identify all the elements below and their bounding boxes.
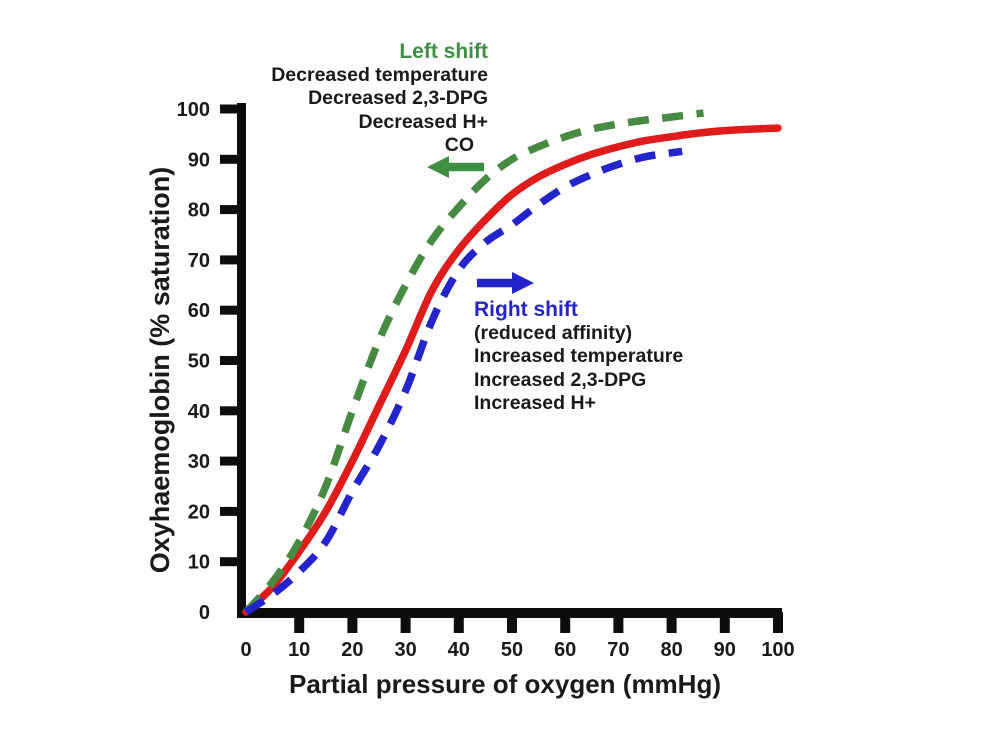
left-shift-curve: [243, 109, 704, 615]
left-shift-annotation: Left shift Decreased temperature Decreas…: [271, 40, 488, 157]
left-shift-title: Left shift: [399, 40, 488, 63]
x-tick: [507, 612, 517, 633]
y-tick-label: 50: [188, 351, 210, 373]
y-tick-label: 20: [188, 501, 210, 523]
y-tick-label: 40: [188, 401, 210, 423]
x-tick-label: 10: [288, 639, 310, 661]
y-tick: [220, 456, 246, 466]
x-tick-label: 50: [501, 639, 523, 661]
left-shift-line-2: Decreased 2,3-DPG: [308, 87, 488, 110]
y-tick: [220, 557, 246, 567]
x-tick: [294, 612, 305, 633]
right-shift-annotation: Right shift (reduced affinity) Increased…: [474, 298, 683, 415]
x-tick-label: 20: [341, 639, 363, 661]
normal-dissociation-curve: [242, 124, 782, 616]
y-tick: [220, 406, 246, 416]
y-tick-label: 70: [188, 250, 210, 272]
y-tick: [220, 154, 246, 164]
y-tick: [220, 356, 246, 365]
y-tick-label: 0: [199, 602, 210, 624]
x-tick: [453, 612, 464, 633]
y-tick-label: 80: [188, 200, 210, 222]
right-shift-arrow-icon: [477, 272, 534, 294]
x-tick: [719, 612, 730, 633]
x-axis-title: Partial pressure of oxygen (mmHg): [289, 669, 721, 699]
x-tick: [347, 612, 358, 633]
curves: [242, 109, 782, 616]
axis-ticks: [220, 104, 783, 633]
y-tick-label: 90: [188, 149, 210, 171]
y-tick: [220, 104, 246, 114]
x-tick: [773, 612, 783, 633]
y-tick-label: 30: [188, 451, 210, 473]
y-tick-label: 10: [188, 552, 210, 574]
right-shift-curve: [243, 147, 683, 616]
x-tick: [666, 612, 677, 633]
left-shift-line-4: CO: [444, 133, 474, 156]
x-tick-label: 100: [761, 639, 794, 661]
left-shift-arrow-icon: [427, 156, 484, 178]
y-axis-title: Oxyhaemoglobin (% saturation): [145, 167, 175, 574]
x-tick-label: 70: [607, 639, 629, 661]
right-shift-line-3: Increased 2,3-DPG: [474, 368, 647, 391]
x-tick: [400, 612, 411, 633]
x-tick-label: 0: [240, 639, 251, 661]
x-tick-label: 90: [714, 639, 736, 661]
x-tick-label: 80: [660, 639, 682, 661]
tick-labels: 0 10 20 30 40 50 60 70 80 90 100 0 10 20 30 40 50 60 70 80 9…: [177, 99, 795, 661]
y-tick-label: 60: [188, 300, 210, 322]
left-shift-line-1: Decreased temperature: [271, 64, 488, 86]
y-tick-label: 100: [177, 99, 210, 121]
y-tick: [220, 506, 246, 516]
right-shift-line-2: Increased temperature: [474, 345, 684, 368]
y-tick: [220, 255, 246, 265]
y-tick: [220, 205, 246, 215]
shift-arrows: [427, 156, 534, 294]
x-tick-label: 60: [554, 639, 576, 661]
left-shift-line-3: Decreased H+: [358, 110, 488, 133]
right-shift-title: Right shift: [474, 298, 578, 321]
right-shift-line-1: (reduced affinity): [474, 322, 633, 344]
x-tick: [613, 612, 624, 633]
x-tick-label: 30: [394, 639, 416, 661]
right-shift-line-4: Increased H+: [474, 391, 596, 414]
y-tick: [220, 305, 246, 315]
x-tick-label: 40: [448, 639, 470, 661]
x-tick: [560, 612, 571, 633]
